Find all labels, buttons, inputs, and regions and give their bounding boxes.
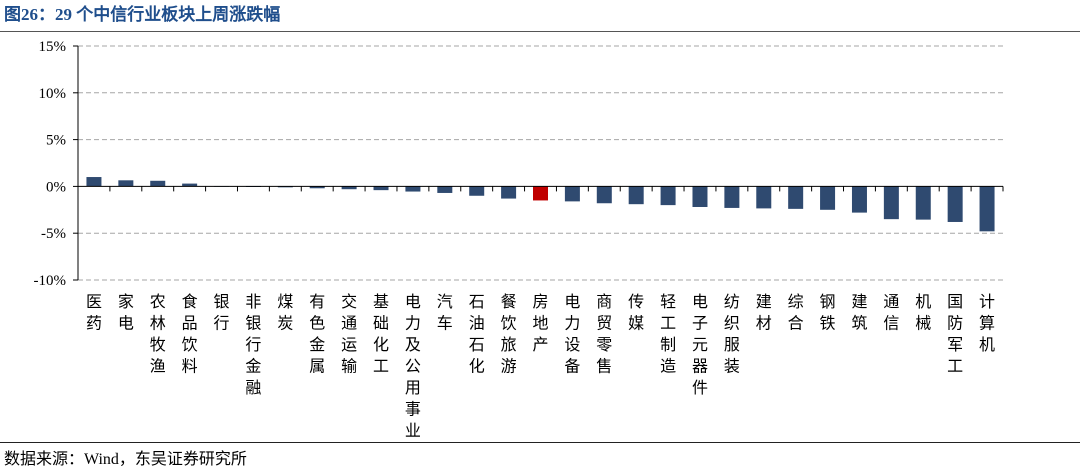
category-label: 交通运输 [341, 293, 357, 376]
category-label: 汽车 [437, 293, 453, 333]
bar [405, 186, 421, 192]
y-tick-label: 10% [39, 86, 67, 102]
bar [373, 186, 389, 191]
category-label: 电力设备 [564, 293, 580, 376]
source-rule [0, 442, 1080, 443]
y-tick-label: 5% [46, 133, 66, 149]
bar [150, 180, 166, 187]
bar [628, 186, 644, 205]
bar [947, 186, 963, 222]
y-tick-label: -10% [34, 273, 67, 289]
category-label: 银行 [214, 293, 230, 333]
category-label: 计算机 [979, 293, 995, 354]
category-labels: 医药家电农林牧渔食品饮料银行非银行金融煤炭有色金属交通运输基础化工电力及公用事业… [86, 293, 995, 440]
category-label: 建材 [756, 293, 772, 333]
category-label: 房地产 [532, 293, 548, 354]
category-label: 综合 [788, 293, 804, 333]
bar [564, 186, 580, 202]
bar [309, 186, 325, 189]
bar [182, 183, 198, 187]
bar [469, 186, 485, 196]
category-label: 轻工制造 [660, 293, 676, 376]
bar [501, 186, 517, 199]
category-label: 有色金属 [309, 293, 325, 376]
bars [86, 177, 995, 232]
bar [596, 186, 612, 204]
y-tick-labels: 15% 10% 5% 0% -5% -10% [34, 39, 67, 289]
source-note: 数据来源：Wind，东吴证券研究所 [4, 451, 247, 468]
bar [851, 186, 867, 213]
title-rule [0, 31, 1080, 32]
bar [724, 186, 740, 208]
category-label: 医药 [86, 294, 102, 333]
category-label: 通信 [883, 293, 899, 333]
category-label: 电子元器件 [692, 293, 708, 397]
bar [660, 186, 676, 206]
bar [86, 177, 102, 187]
category-label: 商贸零售 [596, 293, 612, 376]
figure-title: 图26：29 个中信行业板块上周涨跌幅 [4, 5, 281, 24]
y-tick-label: -5% [41, 226, 66, 242]
bar [341, 186, 357, 190]
category-label: 餐饮旅游 [501, 293, 517, 376]
category-label: 机械 [915, 293, 931, 333]
category-label: 农林牧渔 [150, 293, 166, 376]
category-label: 建筑 [851, 293, 867, 333]
category-label: 家电 [118, 293, 134, 333]
bar [883, 186, 899, 220]
category-label: 纺织服装 [724, 293, 740, 376]
bar [118, 180, 134, 187]
bar [533, 186, 548, 201]
bar [692, 186, 708, 207]
y-tick-label: 0% [46, 179, 66, 195]
bar [979, 186, 995, 232]
bar [915, 186, 931, 220]
category-label: 传媒 [628, 293, 644, 333]
category-label: 食品饮料 [182, 293, 198, 376]
bar [756, 186, 772, 209]
y-tick-label: 15% [39, 39, 67, 55]
bar [820, 186, 836, 210]
bar-chart: 15% 10% 5% 0% -5% -10% 医药家电农林牧渔食品饮料银行非银行金融煤炭有… [34, 39, 1004, 440]
category-label: 非银行金融 [245, 293, 261, 397]
axes [73, 45, 1004, 281]
bar [788, 186, 804, 209]
category-label: 基础化工 [373, 293, 389, 376]
bar [437, 186, 453, 193]
category-label: 电力及公用事业 [405, 293, 421, 440]
category-label: 钢铁 [820, 293, 836, 333]
category-label: 煤炭 [277, 293, 293, 333]
category-label: 国防军工 [947, 294, 963, 376]
category-label: 石油石化 [469, 294, 485, 376]
gridlines [78, 45, 1003, 281]
